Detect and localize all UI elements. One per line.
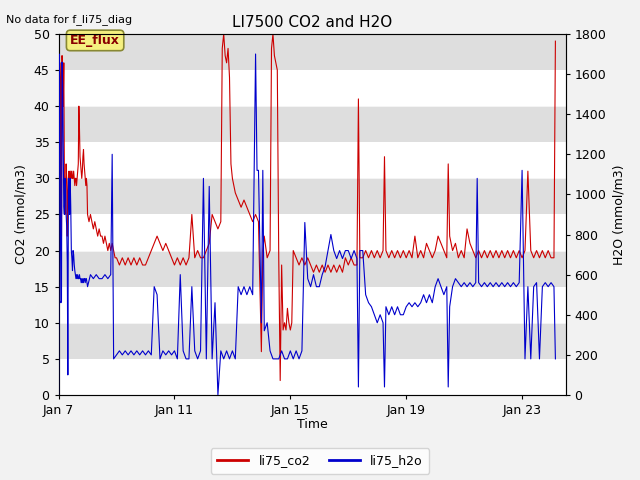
Bar (59, 142, 566, 179)
Bar (59, 359, 566, 395)
Bar (59, 179, 566, 215)
Bar (59, 215, 566, 251)
Bar (59, 34, 566, 70)
Y-axis label: H2O (mmol/m3): H2O (mmol/m3) (612, 164, 625, 264)
Legend: li75_co2, li75_h2o: li75_co2, li75_h2o (211, 448, 429, 474)
Title: LI7500 CO2 and H2O: LI7500 CO2 and H2O (232, 15, 392, 30)
Bar (59, 106, 566, 142)
Text: No data for f_li75_diag: No data for f_li75_diag (6, 14, 132, 25)
Y-axis label: CO2 (mmol/m3): CO2 (mmol/m3) (15, 165, 28, 264)
Bar (59, 323, 566, 359)
Bar (59, 70, 566, 106)
Text: EE_flux: EE_flux (70, 34, 120, 47)
Bar (59, 287, 566, 323)
X-axis label: Time: Time (297, 419, 328, 432)
Bar (59, 251, 566, 287)
